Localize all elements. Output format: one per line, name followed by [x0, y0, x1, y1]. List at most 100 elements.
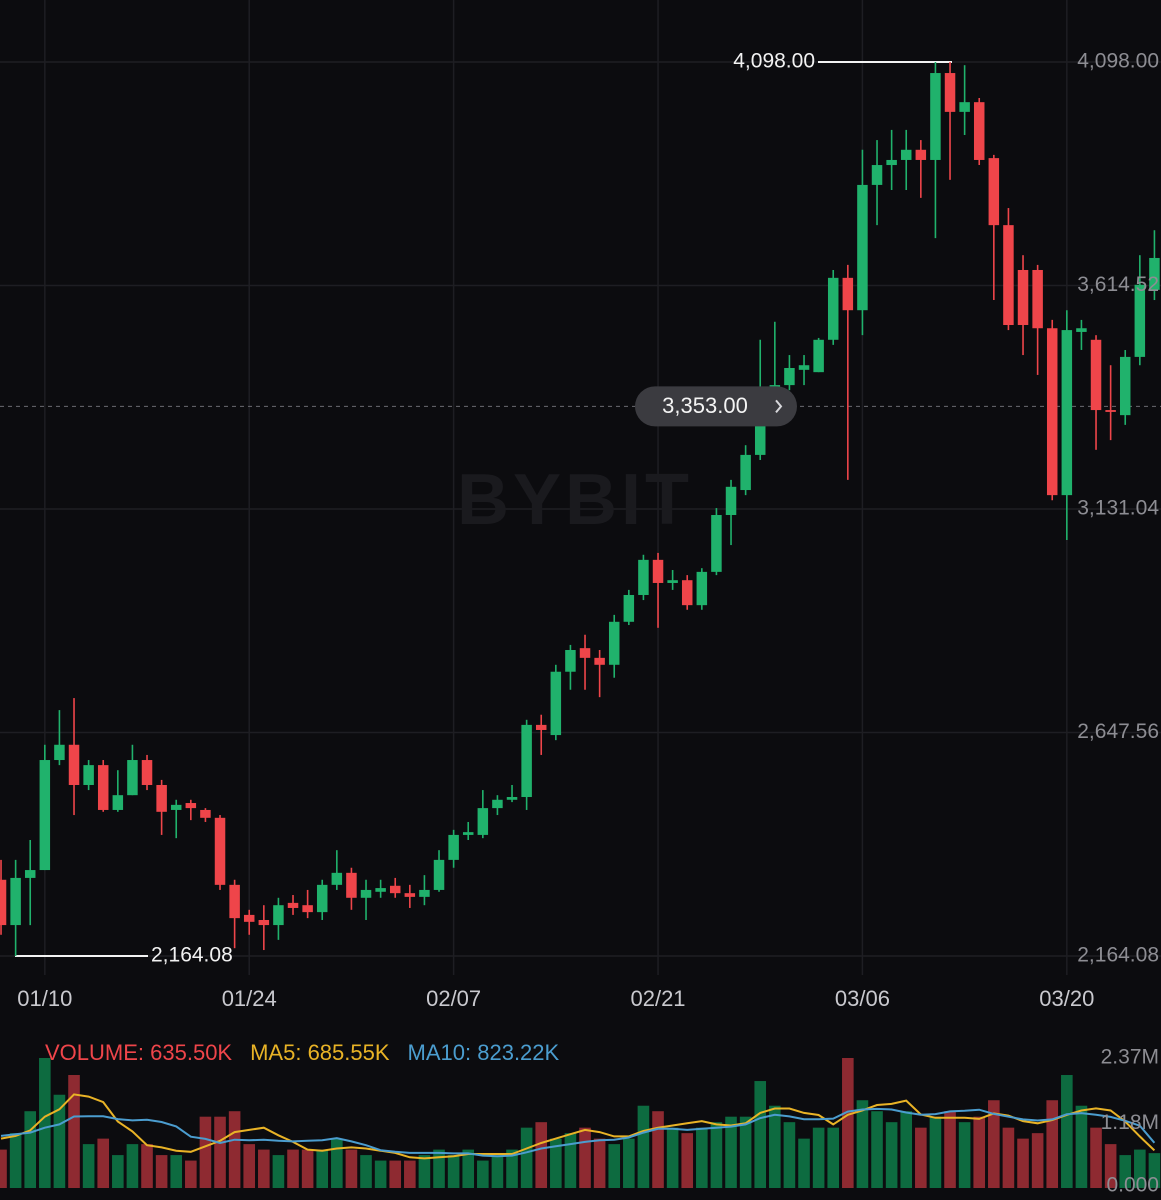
volume-bar: [214, 1116, 226, 1188]
candle-body: [1046, 328, 1058, 496]
low-marker-label: 2,164.08: [151, 944, 233, 967]
volume-bar: [769, 1105, 781, 1188]
candle-body: [462, 832, 474, 835]
ma10-line: [0, 1107, 1156, 1158]
candle-body: [287, 902, 299, 908]
volume-bar: [374, 1160, 387, 1188]
candle-body: [579, 648, 591, 658]
candle-body: [214, 817, 226, 885]
volume-bar: [710, 1122, 723, 1188]
candle-body: [652, 559, 664, 583]
candle-body: [375, 888, 386, 892]
volume-bar: [1002, 1127, 1015, 1188]
candle-body: [565, 650, 576, 672]
volume-bar: [1119, 1155, 1132, 1188]
candle-body: [608, 621, 620, 665]
candle-body: [433, 859, 445, 890]
candle-body: [1061, 330, 1073, 496]
candle-body: [127, 760, 138, 796]
candle-body: [594, 657, 605, 665]
volume-bar: [301, 1149, 314, 1188]
candle-body: [448, 834, 459, 860]
volume-bar: [944, 1111, 956, 1188]
volume-bar: [389, 1160, 402, 1188]
candle-body: [623, 594, 635, 622]
legend-entry: MA10: 823.22K: [408, 1040, 560, 1065]
candle-body: [492, 799, 503, 809]
candle-body: [258, 919, 270, 926]
volume-bar: [404, 1160, 416, 1188]
y-tick-label: 2,164.08: [1077, 944, 1159, 967]
volume-bar: [564, 1133, 577, 1188]
candle-body: [973, 102, 985, 160]
candle-body: [360, 889, 372, 898]
volume-bar: [798, 1138, 810, 1188]
candle-body: [842, 277, 854, 311]
candle-body: [696, 571, 708, 606]
candle-body: [141, 760, 153, 785]
candle-body: [1105, 410, 1116, 412]
volume-bar: [871, 1111, 883, 1188]
y-tick-label: 4,098.00: [1077, 49, 1159, 72]
candle-body: [813, 339, 824, 373]
candle-body: [404, 893, 416, 897]
volume-bar: [199, 1116, 212, 1188]
volume-bar: [447, 1155, 460, 1188]
chevron-icon: [775, 399, 783, 414]
grid: [0, 0, 1161, 975]
candle-body: [10, 877, 21, 926]
volume-bar: [652, 1111, 664, 1188]
volume-bar: [535, 1122, 548, 1188]
candle-body: [784, 367, 795, 386]
volume-bar: [39, 1058, 51, 1188]
volume-bar: [812, 1127, 825, 1188]
candle-body: [900, 149, 912, 160]
volume-bar: [331, 1138, 343, 1188]
candle-body: [477, 808, 489, 835]
candle-body: [229, 884, 240, 919]
volume-bar: [506, 1149, 518, 1188]
candle-body: [550, 671, 562, 736]
volume-bar: [1075, 1105, 1088, 1188]
y-tick-label: 3,131.04: [1077, 497, 1159, 520]
annotation-lines: [0, 60, 1161, 958]
volume-bar: [725, 1116, 737, 1188]
labels: 2,164.08 2,647.56 3,131.04 3,614.52 4,098.00…: [17, 49, 1159, 1196]
volume-bar: [550, 1138, 562, 1188]
volume-tick-label: 2.37M: [1101, 1046, 1159, 1069]
volume-bar: [24, 1111, 37, 1188]
volume-bar: [1148, 1153, 1161, 1188]
candle-body: [988, 158, 1000, 226]
volume-tick-label: 1.18M: [1101, 1111, 1159, 1134]
volume-bar: [1104, 1144, 1117, 1188]
volume-bar: [783, 1122, 796, 1188]
x-tick-label: 03/20: [1039, 986, 1094, 1011]
volume-bar: [827, 1127, 840, 1188]
volume-bar: [988, 1100, 1000, 1188]
volume-bar: [418, 1155, 431, 1188]
volume-bar: [258, 1149, 270, 1188]
volume-bar: [0, 1149, 7, 1188]
volume-bar: [170, 1155, 183, 1188]
volume-bar: [1134, 1149, 1146, 1188]
ma5-line: [0, 1093, 1156, 1160]
volume-bar: [82, 1144, 95, 1188]
candle-body: [1134, 284, 1146, 357]
volume-bar: [433, 1149, 445, 1188]
candle-body: [185, 803, 197, 809]
candle-body: [54, 744, 65, 761]
candle-body: [740, 454, 751, 491]
candle-body: [725, 486, 737, 516]
volume-bar: [915, 1127, 927, 1188]
volume-bar: [842, 1058, 854, 1188]
x-tick-label: 02/07: [426, 986, 481, 1011]
candle-body: [521, 724, 532, 798]
candle-body: [170, 804, 182, 810]
legend-entry: MA5: 685.55K: [250, 1040, 390, 1065]
candle-body: [915, 149, 927, 160]
candle-body: [871, 165, 883, 185]
candle-body: [302, 905, 313, 913]
volume-bar: [1031, 1133, 1044, 1188]
volume-bar: [973, 1116, 986, 1188]
